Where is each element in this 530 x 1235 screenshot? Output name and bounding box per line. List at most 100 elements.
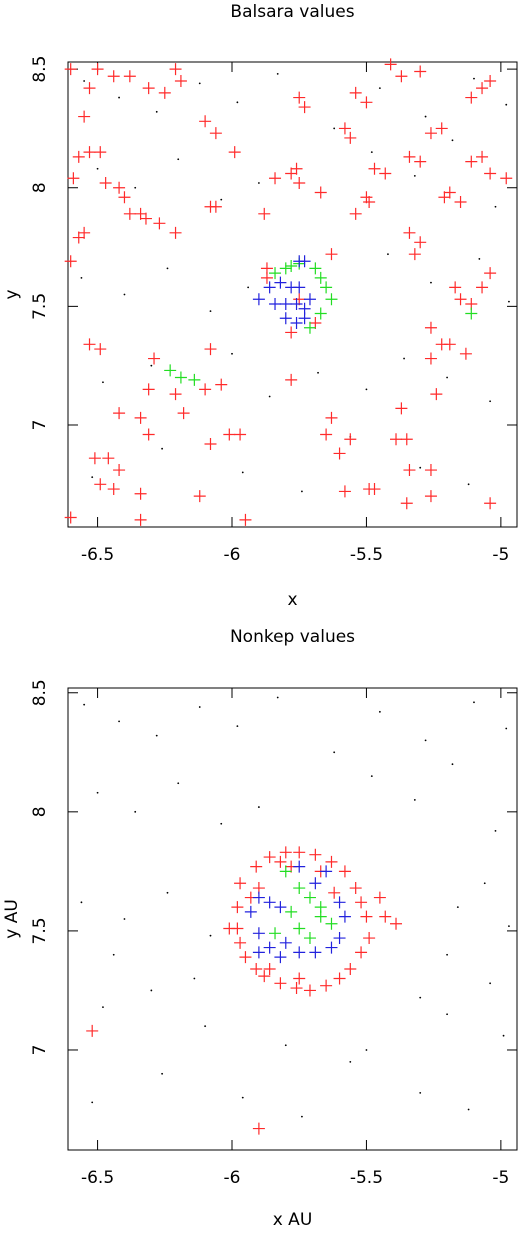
chart-title: Nonkep values: [230, 627, 355, 647]
particle-dot: [220, 822, 223, 825]
cross-marker: [199, 383, 212, 396]
cross-marker: [320, 979, 333, 992]
cross-marker: [403, 464, 416, 477]
cross-marker: [333, 896, 346, 909]
cross-marker: [293, 91, 306, 104]
particle-dot: [276, 696, 279, 699]
cross-marker: [325, 411, 338, 424]
cross-marker: [204, 437, 217, 450]
cross-marker: [252, 1122, 265, 1135]
particle-dot: [378, 710, 381, 713]
cross-marker: [169, 226, 182, 239]
cross-marker: [134, 411, 147, 424]
particle-dot: [387, 253, 389, 256]
cross-marker: [338, 485, 351, 498]
particle-dot: [446, 1013, 448, 1016]
particle-dot: [161, 1072, 164, 1075]
cross-marker: [107, 483, 120, 496]
cross-marker: [379, 167, 392, 180]
cross-marker: [204, 343, 217, 356]
cross-marker: [274, 901, 287, 914]
cross-marker: [414, 236, 427, 249]
cross-marker: [390, 433, 403, 446]
cross-marker: [465, 307, 478, 320]
cross-marker: [142, 428, 155, 441]
cross-marker: [314, 271, 327, 284]
particle-dot: [413, 799, 416, 801]
cross-marker: [269, 267, 282, 280]
particle-dot: [91, 1101, 94, 1104]
cross-marker: [234, 428, 247, 441]
x-tick-label: -6: [224, 545, 241, 565]
cross-marker: [454, 195, 467, 208]
cross-marker: [174, 74, 187, 87]
cross-marker: [293, 846, 306, 859]
cross-marker: [215, 378, 228, 391]
cross-marker: [134, 513, 147, 526]
cross-marker: [263, 281, 276, 294]
cross-marker: [252, 946, 265, 959]
particle-dot: [118, 96, 120, 99]
particle-dot: [333, 751, 336, 754]
particle-dot: [198, 82, 201, 85]
particle-dot: [257, 182, 260, 184]
cross-marker: [67, 172, 80, 185]
cross-marker: [325, 293, 338, 306]
cross-marker: [298, 255, 311, 268]
particle-dot: [96, 791, 99, 794]
cross-marker: [134, 487, 147, 500]
particle-dot: [502, 1034, 505, 1037]
cross-marker: [293, 293, 306, 306]
particle-dot: [365, 1049, 368, 1051]
cross-marker: [239, 951, 252, 964]
cross-marker: [252, 891, 265, 904]
x-tick-label: -6: [224, 1168, 241, 1188]
cross-marker: [355, 946, 368, 959]
particle-dot: [413, 174, 416, 177]
particle-dot: [150, 364, 153, 367]
cross-marker: [263, 963, 276, 976]
cross-marker: [325, 248, 338, 261]
particle-dot: [241, 471, 244, 474]
cross-marker: [260, 271, 273, 284]
cross-marker: [258, 970, 271, 983]
cross-marker: [320, 281, 333, 294]
y-tick-label: 8: [30, 182, 50, 193]
x-tick-label: -5.5: [350, 545, 383, 565]
cross-marker: [153, 217, 166, 230]
particle-dot: [155, 110, 158, 113]
cross-marker: [113, 407, 126, 420]
particle-dot: [209, 310, 212, 313]
cross-marker: [338, 910, 351, 923]
particle-dot: [209, 934, 212, 937]
particle-dot: [370, 775, 373, 778]
cross-marker: [269, 927, 282, 940]
cross-marker: [303, 984, 316, 997]
cross-marker: [169, 388, 182, 401]
particle-dot: [102, 1006, 104, 1009]
cross-marker: [244, 905, 257, 918]
particle-dot: [112, 953, 115, 956]
particle-dot: [134, 810, 137, 813]
cross-marker: [290, 297, 303, 310]
cross-marker: [263, 941, 276, 954]
cross-marker: [325, 941, 338, 954]
particle-dot: [489, 400, 492, 403]
y-tick-label: 8.5: [30, 679, 50, 706]
particle-dot: [241, 1096, 244, 1099]
cross-marker: [274, 276, 287, 289]
cross-marker: [395, 402, 408, 415]
cross-marker: [360, 191, 373, 204]
cross-marker: [309, 848, 322, 861]
cross-marker: [293, 922, 306, 935]
cross-marker: [414, 65, 427, 78]
cross-marker: [209, 200, 222, 213]
cross-marker: [484, 74, 497, 87]
cross-marker: [279, 936, 292, 949]
cross-marker: [438, 191, 451, 204]
particle-dot: [483, 882, 486, 885]
cross-marker: [459, 347, 472, 360]
cross-marker: [333, 932, 346, 945]
cross-marker: [83, 82, 96, 95]
